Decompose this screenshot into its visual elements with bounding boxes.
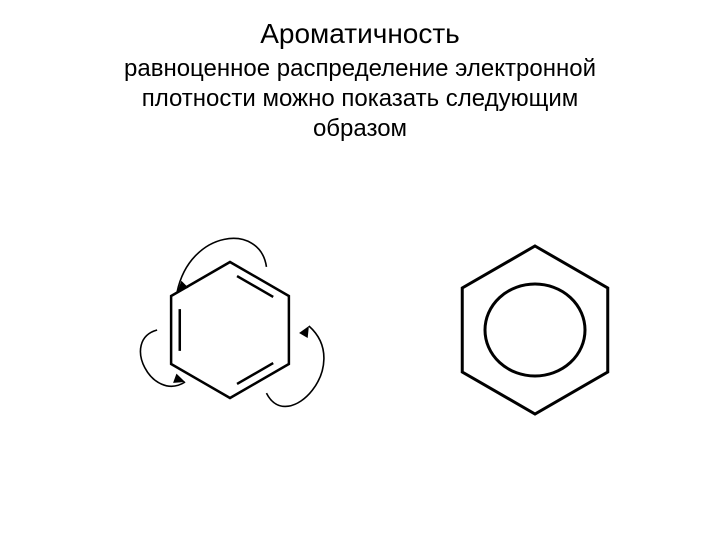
benzene-aromatic-circle-diagram [420,215,650,445]
benzene-kekule-svg [100,200,360,460]
benzene-kekule-diagram [100,200,360,460]
page-subtitle: равноценное распределение электронной пл… [0,54,720,144]
slide: { "background_color": "#ffffff", "text_c… [0,0,720,540]
benzene-aromatic-circle-svg [420,215,650,445]
page-title: Ароматичность [0,18,720,50]
